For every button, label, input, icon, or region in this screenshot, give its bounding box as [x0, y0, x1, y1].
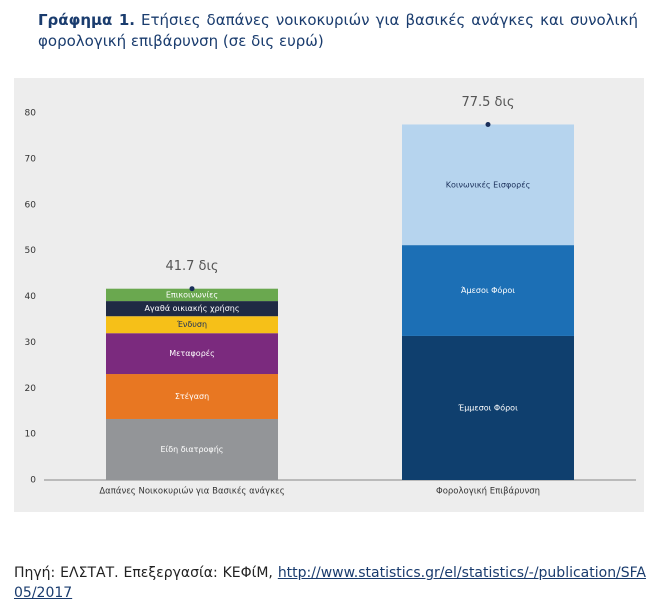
y-tick-label: 20 — [25, 384, 37, 394]
segment-label: Ένδυση — [176, 320, 207, 329]
chart-title: Ετήσιες δαπάνες νοικοκυριών για βασικές … — [38, 11, 638, 50]
segment-label: Άμεσοι Φόροι — [461, 285, 515, 295]
chart: 0 10 20 30 40 50 60 70 80 Δαπάνες Νοικοκυριών για… — [14, 78, 644, 512]
segment-label: Επικοινωνίες — [166, 290, 218, 299]
bar-segment — [106, 288, 278, 302]
y-tick-label: 70 — [25, 154, 37, 164]
segment-label: Στέγαση — [175, 391, 209, 401]
y-tick-label: 30 — [25, 338, 37, 348]
y-tick-label: 0 — [30, 476, 36, 486]
segment-label: Αγαθά οικιακής χρήσης — [144, 304, 239, 313]
y-tick-label: 10 — [25, 430, 37, 440]
chart-title-block: Γράφημα 1. Ετήσιες δαπάνες νοικοκυριών γ… — [38, 10, 638, 52]
y-tick-label: 60 — [25, 200, 37, 210]
source-text: Πηγή: ΕΛΣΤΑΤ. Επεξεργασία: ΚΕΦίΜ, — [14, 565, 273, 581]
bar-segment — [106, 333, 278, 375]
total-marker — [485, 121, 491, 127]
total-label: 77.5 δις — [461, 95, 514, 110]
y-tick-label: 80 — [25, 109, 37, 119]
x-tick-label: Δαπάνες Νοικοκυριών για Βασικές ανάγκες — [99, 486, 284, 497]
bar-segment — [106, 374, 278, 419]
segment-label: Κοινωνικές Εισφορές — [446, 179, 531, 189]
total-marker — [189, 286, 195, 292]
source-note: Πηγή: ΕΛΣΤΑΤ. Επεξεργασία: ΚΕΦίΜ, http:/… — [14, 563, 646, 603]
x-tick-label: Φορολογική Επιβάρυνση — [436, 487, 540, 497]
bar-segment — [402, 124, 574, 246]
segment-label: Είδη διατροφής — [161, 445, 224, 454]
segment-label: Έμμεσοι Φόροι — [457, 402, 518, 412]
bar-segment — [106, 316, 278, 334]
figure-label: Γράφημα 1. — [38, 11, 135, 29]
source-link[interactable]: http://www.statistics.gr/el/statistics/-… — [14, 565, 647, 601]
bar-segment — [402, 245, 574, 336]
bar-segment — [402, 335, 574, 480]
bar-segment — [106, 418, 278, 480]
total-label: 41.7 δις — [165, 259, 218, 274]
y-tick-label: 40 — [25, 292, 37, 302]
segment-label: Μεταφορές — [169, 348, 215, 358]
bar-segment — [106, 301, 278, 317]
y-tick-label: 50 — [25, 246, 37, 256]
